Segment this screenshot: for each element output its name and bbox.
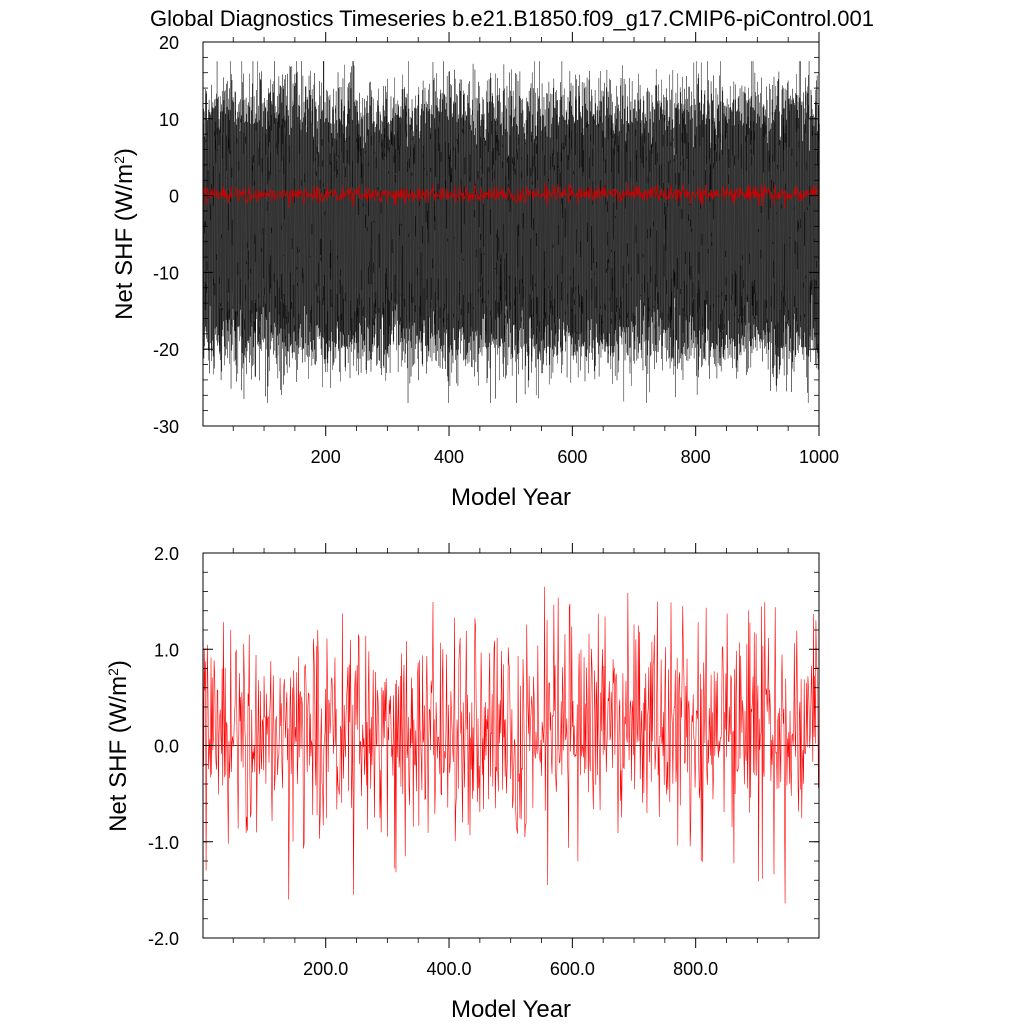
top-panel: -30 -20 -10 0 10 20 200 400 600 800 1000 Model Ye… (111, 32, 839, 511)
bottom-y-axis-label-suffix: ) (105, 660, 132, 668)
y-tick-label: 0 (169, 187, 179, 207)
top-y-axis-label-main: Net SHF (W/m (111, 164, 138, 320)
bottom-y-axis-label-main: Net SHF (W/m (105, 676, 132, 832)
top-y-axis-label-suffix: ) (111, 148, 138, 156)
y-tick-label: 20 (159, 33, 179, 53)
bottom-annual-line (202, 586, 820, 904)
y-tick-label: -2.0 (148, 929, 179, 949)
top-x-axis-label: Model Year (451, 484, 571, 511)
y-tick-label: -10 (153, 263, 179, 283)
y-tick-label: -30 (153, 417, 179, 437)
top-monthly-line (202, 61, 820, 403)
top-annual-line (202, 182, 820, 209)
top-y-ticks: -30 -20 -10 0 10 20 (153, 33, 819, 437)
y-tick-label: 0.0 (154, 737, 179, 757)
top-y-axis-label: Net SHF (W/m2) (111, 148, 138, 320)
x-tick-label: 200.0 (303, 959, 348, 979)
x-tick-label: 600.0 (550, 959, 595, 979)
chart-title: Global Diagnostics Timeseries b.e21.B185… (150, 6, 874, 31)
y-tick-label: -20 (153, 340, 179, 360)
bottom-x-ticks: 200.0 400.0 600.0 800.0 (232, 543, 789, 979)
x-tick-label: 600 (557, 447, 587, 467)
top-series-annual (202, 182, 820, 209)
bottom-y-ticks: -2.0 -1.0 0.0 1.0 2.0 (148, 544, 819, 949)
top-series-monthly (202, 61, 820, 403)
bottom-x-axis-label: Model Year (451, 996, 571, 1023)
x-tick-label: 400 (434, 447, 464, 467)
x-tick-label: 1000 (799, 447, 839, 467)
bottom-y-axis-label-superscript: 2 (105, 668, 121, 676)
top-x-ticks: 200 400 600 800 1000 (232, 32, 839, 467)
x-tick-label: 200 (311, 447, 341, 467)
top-y-axis-label-superscript: 2 (111, 156, 127, 164)
y-tick-label: 1.0 (154, 640, 179, 660)
bottom-panel: -2.0 -1.0 0.0 1.0 2.0 200.0 400.0 600.0 800.0 M… (105, 543, 820, 1023)
bottom-y-axis-label: Net SHF (W/m2) (105, 660, 132, 832)
y-tick-label: -1.0 (148, 833, 179, 853)
x-tick-label: 800 (681, 447, 711, 467)
x-tick-label: 800.0 (673, 959, 718, 979)
y-tick-label: 10 (159, 110, 179, 130)
bottom-series-annual (202, 586, 820, 904)
x-tick-label: 400.0 (427, 959, 472, 979)
y-tick-label: 2.0 (154, 544, 179, 564)
